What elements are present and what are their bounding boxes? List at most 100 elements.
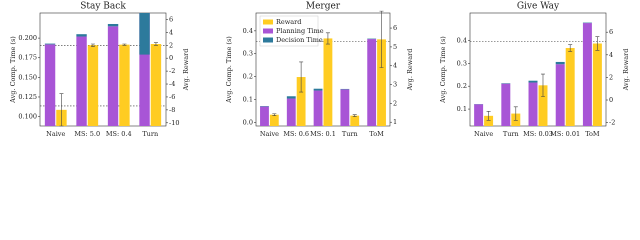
time-bar xyxy=(44,43,56,45)
reward-bar xyxy=(377,39,386,126)
x-tick-label: Naive xyxy=(260,130,279,138)
x-tick-label: MS: 0.4 xyxy=(106,130,132,138)
error-bar xyxy=(59,93,64,127)
x-tick-label: Naive xyxy=(474,130,493,138)
reward-bar xyxy=(87,45,99,126)
y-tick-label: 0.1 xyxy=(243,95,253,103)
reward-bar xyxy=(119,44,130,126)
legend-label: Reward xyxy=(276,18,301,26)
time-bar xyxy=(528,80,538,83)
time-bar xyxy=(286,98,296,126)
y-tick-label: 0.2 xyxy=(457,82,467,90)
y2-tick-label: -8 xyxy=(169,106,175,114)
time-bar xyxy=(340,89,350,126)
y-tick-label: 0.200 xyxy=(18,34,37,42)
y2-tick-label: -2 xyxy=(169,67,175,75)
y-tick-label: 0.4 xyxy=(243,27,253,35)
figure: Stay Back0.1000.1250.1500.1750.200-10-8-… xyxy=(9,2,630,139)
y-tick-label: 0.150 xyxy=(18,73,37,81)
plot-frame xyxy=(469,12,607,127)
reward-bar xyxy=(269,114,279,126)
error-bar xyxy=(379,10,384,68)
time-bar xyxy=(474,104,484,126)
reward-bar xyxy=(592,43,602,127)
y2-tick-label: -10 xyxy=(169,119,179,127)
time-bar xyxy=(555,64,565,126)
reward-bar xyxy=(565,48,575,126)
y-tick-label: 0.175 xyxy=(18,54,37,62)
chart-title: Merger xyxy=(306,2,341,12)
reward-bar xyxy=(150,43,162,126)
y-tick-label: 0.3 xyxy=(243,50,253,58)
y-tick-label: 0.3 xyxy=(457,59,467,67)
y-tick-label: 0.125 xyxy=(18,93,37,101)
y2-tick-label: 5 xyxy=(393,43,397,51)
y2-tick-label: 2 xyxy=(393,99,397,107)
time-bar xyxy=(260,106,269,126)
y2-axis-label: Avg. Reward xyxy=(622,49,630,92)
error-bar xyxy=(90,43,95,47)
error-bar xyxy=(486,111,491,121)
y2-tick-label: 0 xyxy=(609,96,613,104)
y2-tick-label: -4 xyxy=(169,80,175,88)
y2-axis-label: Avg. Reward xyxy=(182,49,190,92)
error-bar xyxy=(122,43,127,46)
y2-axis-label: Avg. Reward xyxy=(406,49,414,92)
time-bar xyxy=(286,96,296,99)
y2-tick-label: 6 xyxy=(393,24,397,32)
error-bar xyxy=(352,114,357,117)
y2-tick-label: 3 xyxy=(393,81,397,89)
time-bar xyxy=(313,90,323,126)
x-tick-label: Turn xyxy=(342,130,358,138)
y2-tick-label: 2 xyxy=(609,73,613,81)
reward-bar xyxy=(484,115,494,126)
x-tick-label: ToM xyxy=(585,130,600,138)
time-bar xyxy=(107,23,119,27)
x-tick-label: MS: 0.6 xyxy=(283,130,309,138)
x-tick-label: Turn xyxy=(142,130,158,138)
legend-label: Decision Time xyxy=(276,36,323,44)
time-bar xyxy=(313,88,323,91)
page: Stay Back 0.100 0.125 0.150 0.175 0.200 -10 -8-… xyxy=(9,1,630,139)
x-tick-label: MS: 0.1 xyxy=(310,130,336,138)
error-bar xyxy=(153,42,158,46)
y-tick-label: 0.1 xyxy=(457,105,467,113)
time-bar xyxy=(582,23,592,127)
error-bar xyxy=(272,113,277,116)
y-tick-label: 0.2 xyxy=(243,73,253,81)
legend-swatch xyxy=(263,37,273,43)
error-bar xyxy=(513,106,518,121)
time-bar xyxy=(367,39,377,127)
y-axis-label: Avg. Comp. Time (s) xyxy=(9,36,17,104)
time-bar xyxy=(555,61,565,65)
error-bar xyxy=(299,61,304,93)
y2-tick-label: 4 xyxy=(393,62,397,70)
x-tick-label: ToM xyxy=(369,130,384,138)
y2-tick-label: 1 xyxy=(393,118,397,126)
chart-title: Give Way xyxy=(517,2,560,12)
x-tick-label: MS: 5.0 xyxy=(74,130,100,138)
time-bar xyxy=(528,82,538,126)
error-bar xyxy=(540,73,545,97)
legend-swatch xyxy=(263,28,273,34)
y2-tick-label: -6 xyxy=(169,93,175,101)
plot-frame xyxy=(39,12,167,127)
y2-tick-label: 6 xyxy=(169,15,173,23)
time-bar xyxy=(501,83,511,126)
y2-tick-label: 0 xyxy=(169,54,173,62)
y-axis-label: Avg. Comp. Time (s) xyxy=(225,36,233,104)
y-axis-label: Avg. Comp. Time (s) xyxy=(439,36,447,104)
chart-title: Stay Back xyxy=(80,2,126,12)
reward-bar xyxy=(296,77,306,126)
y2-tick-label: -2 xyxy=(609,119,615,127)
legend-swatch xyxy=(263,19,273,25)
error-bar xyxy=(568,44,573,52)
x-tick-label: Turn xyxy=(503,130,519,138)
y-tick-label: 0.0 xyxy=(243,118,253,126)
error-bar xyxy=(595,36,600,51)
y2-tick-label: 2 xyxy=(169,41,173,49)
y-tick-label: 0.100 xyxy=(18,113,37,121)
x-tick-label: MS: 0.01 xyxy=(550,130,580,138)
x-tick-label: MS: 0.03 xyxy=(523,130,553,138)
error-bar xyxy=(325,32,330,45)
